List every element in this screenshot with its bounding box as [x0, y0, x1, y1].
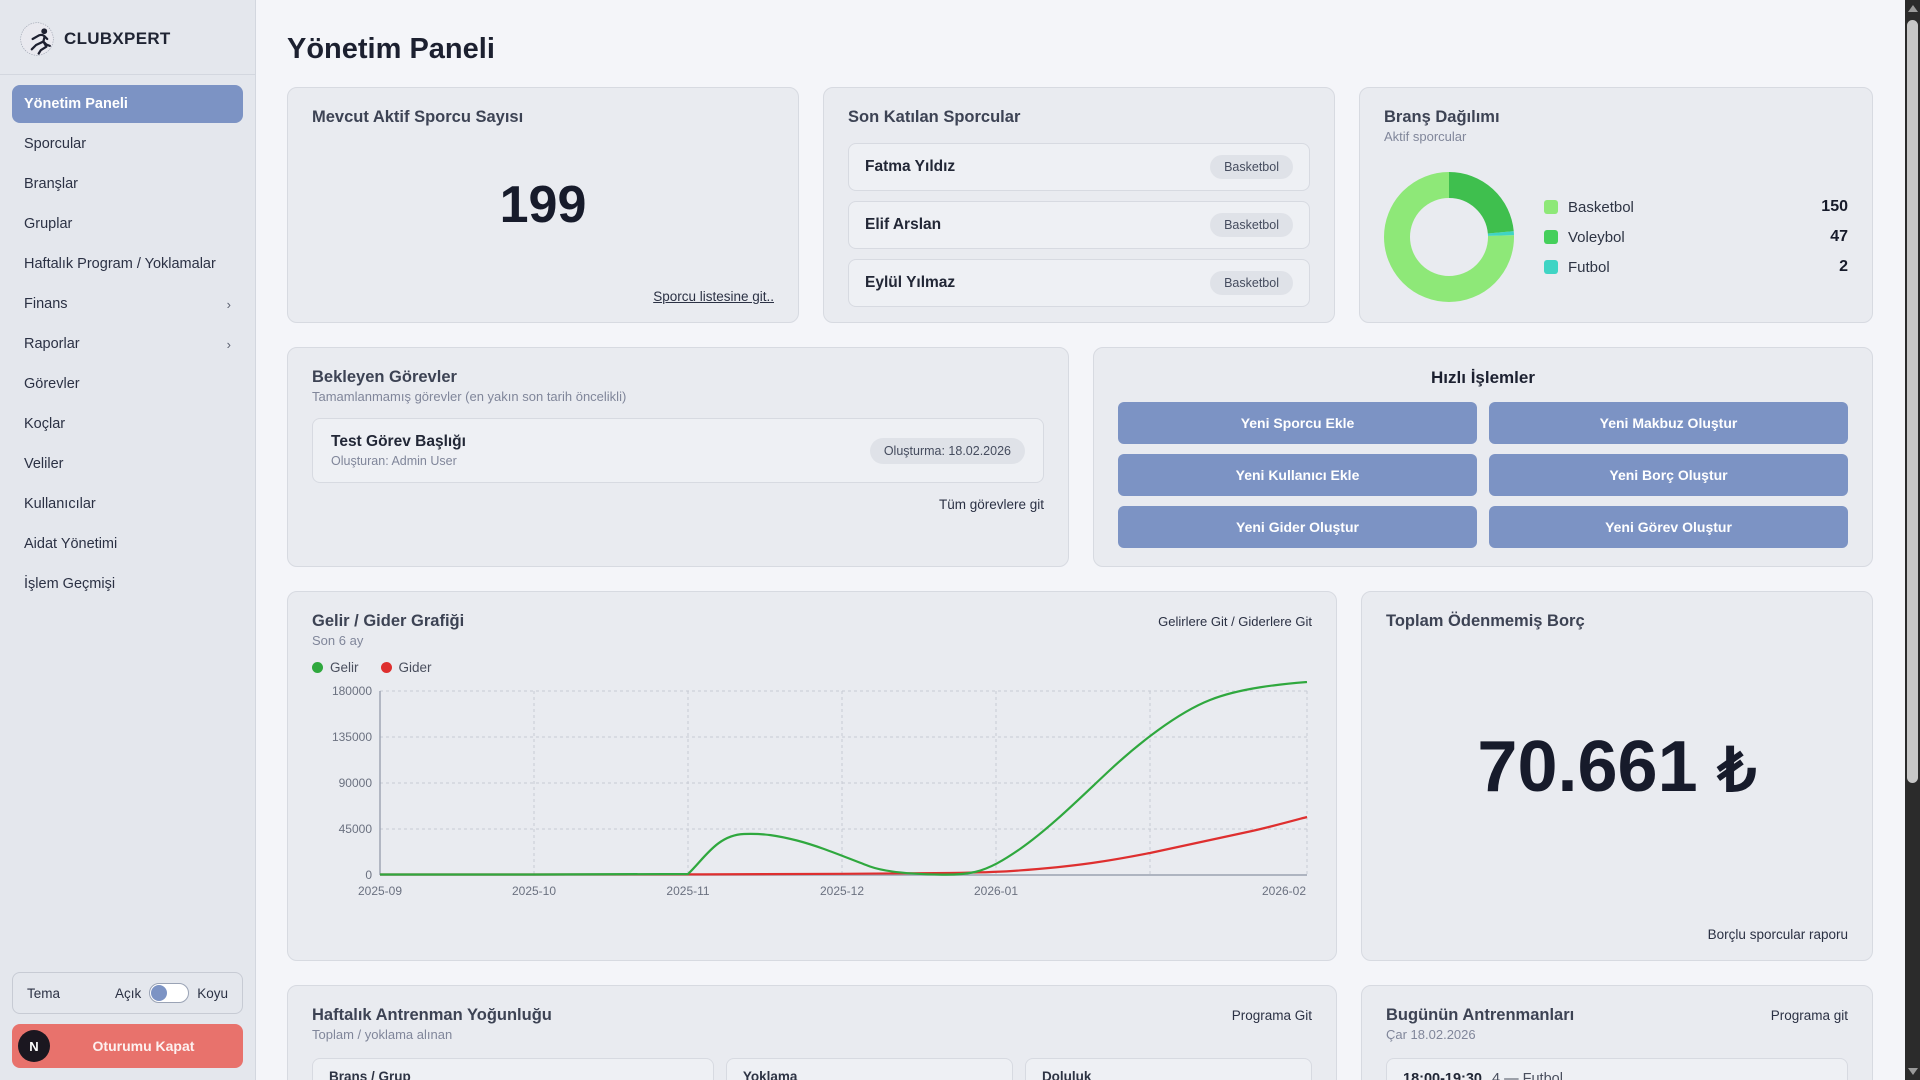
svg-text:2025-10: 2025-10 [512, 884, 556, 898]
svg-text:2025-12: 2025-12 [820, 884, 864, 898]
svg-text:45000: 45000 [339, 822, 373, 836]
svg-text:2025-09: 2025-09 [358, 884, 402, 898]
svg-text:2026-02: 2026-02 [1262, 884, 1306, 898]
svg-text:0: 0 [365, 868, 372, 882]
svg-text:2026-01: 2026-01 [974, 884, 1018, 898]
svg-text:90000: 90000 [339, 776, 373, 790]
svg-text:135000: 135000 [332, 730, 372, 744]
svg-text:180000: 180000 [332, 684, 372, 698]
svg-text:2025-11: 2025-11 [666, 884, 709, 898]
